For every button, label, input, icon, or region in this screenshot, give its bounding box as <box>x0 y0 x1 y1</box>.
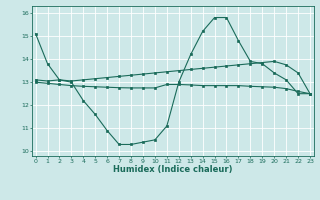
X-axis label: Humidex (Indice chaleur): Humidex (Indice chaleur) <box>113 165 233 174</box>
